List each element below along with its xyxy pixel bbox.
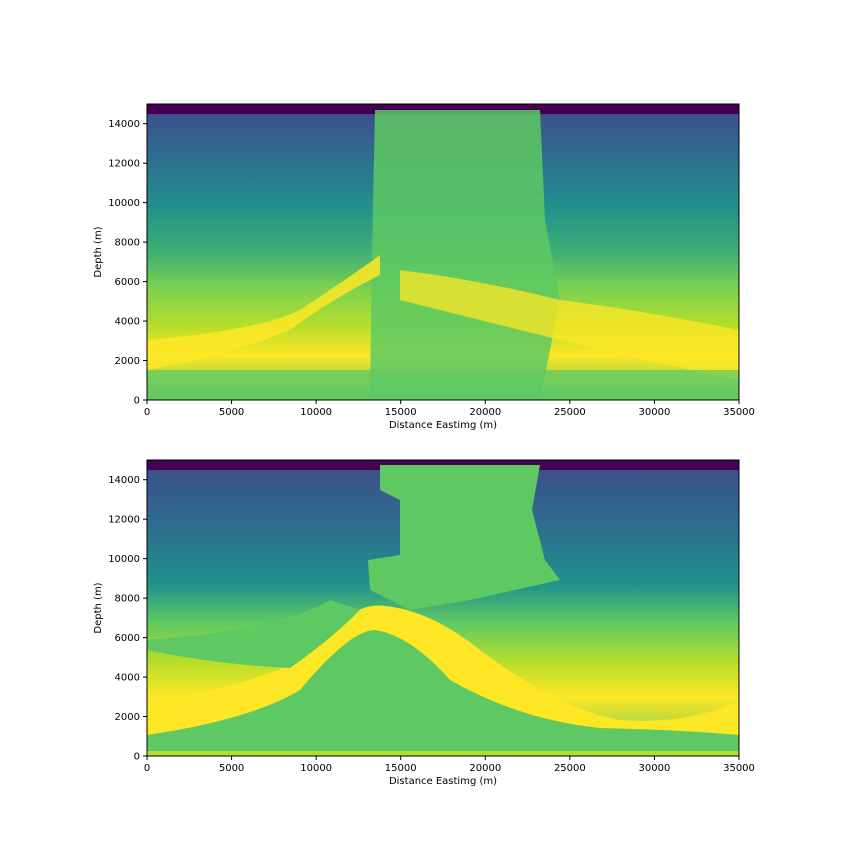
x-axis-label-1: Distance Eastimg (m) [389, 420, 497, 431]
x-tick-label-1-7: 35000 [723, 407, 755, 418]
y-tick-label-2-7: 14000 [108, 475, 140, 486]
x-tick-label-1-3: 15000 [385, 407, 417, 418]
x-tick-label-2-1: 5000 [219, 763, 244, 774]
x-tick-label-2-7: 35000 [723, 763, 755, 774]
heatmap-1 [147, 104, 739, 400]
y-tick-label-1-2: 4000 [115, 317, 140, 328]
y-tick-label-2-3: 6000 [115, 633, 140, 644]
axes-frame-1 [146, 103, 740, 401]
axes-frame-2 [146, 459, 740, 757]
y-tick-label-2-5: 10000 [108, 554, 140, 565]
y-tick-label-1-7: 14000 [108, 119, 140, 130]
x-tick-label-2-4: 20000 [469, 763, 501, 774]
x-tick-label-1-0: 0 [144, 407, 150, 418]
y-axis-label-1: Depth (m) [93, 226, 104, 277]
y-tick-label-1-1: 2000 [115, 356, 140, 367]
x-tick-label-2-6: 30000 [639, 763, 671, 774]
x-tick-label-1-6: 30000 [639, 407, 671, 418]
y-tick-label-2-4: 8000 [115, 594, 140, 605]
x-tick-label-1-2: 10000 [300, 407, 332, 418]
heatmap-2 [147, 460, 739, 756]
x-tick-label-1-5: 25000 [554, 407, 586, 418]
axis-ticks: 0 5000 10000 15000 20000 25000 30000 3500002000… [108, 119, 755, 774]
y-tick-label-2-2: 4000 [115, 673, 140, 684]
x-tick-label-2-0: 0 [144, 763, 150, 774]
y-tick-label-2-6: 12000 [108, 515, 140, 526]
y-tick-label-2-0: 0 [134, 752, 140, 763]
y-tick-label-1-6: 12000 [108, 159, 140, 170]
x-tick-label-2-2: 10000 [300, 763, 332, 774]
x-tick-label-1-4: 20000 [469, 407, 501, 418]
x-tick-label-1-1: 5000 [219, 407, 244, 418]
x-tick-label-2-3: 15000 [385, 763, 417, 774]
y-tick-label-2-1: 2000 [115, 712, 140, 723]
y-tick-label-1-4: 8000 [115, 238, 140, 249]
x-axis-label-2: Distance Eastimg (m) [389, 776, 497, 787]
x-tick-label-2-5: 25000 [554, 763, 586, 774]
y-tick-label-1-0: 0 [134, 396, 140, 407]
y-tick-label-1-5: 10000 [108, 198, 140, 209]
y-tick-label-1-3: 6000 [115, 277, 140, 288]
y-axis-label-2: Depth (m) [93, 582, 104, 633]
